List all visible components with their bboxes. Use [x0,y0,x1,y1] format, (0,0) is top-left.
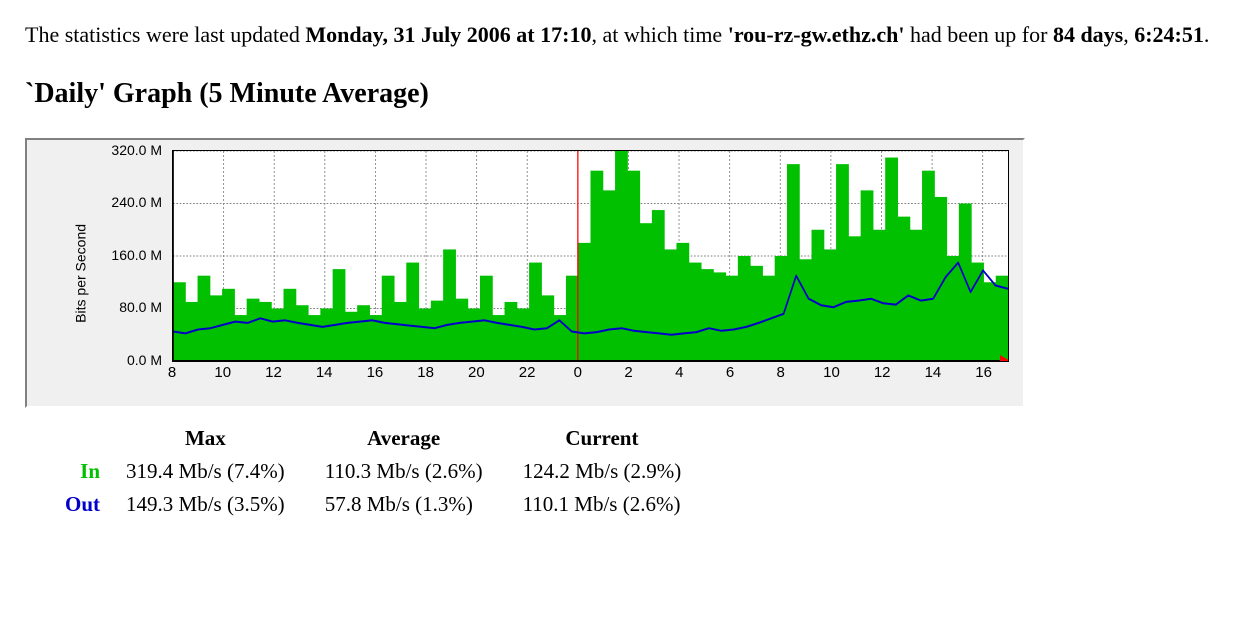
intro-uptime-hms: 6:24:51 [1134,22,1204,47]
x-tick-label: 20 [468,364,485,381]
chart-inner: Bits per Second 0.0 M80.0 M160.0 M240.0 … [37,150,1013,400]
x-tick-label: 22 [519,364,536,381]
y-tick-label: 240.0 M [111,194,162,210]
y-tick-label: 320.0 M [111,142,162,158]
plot-svg [173,151,1008,361]
intro-date: Monday, 31 July 2006 at 17:10 [305,22,591,47]
intro-uptime-days: 84 days [1053,22,1123,47]
x-tick-label: 6 [726,364,734,381]
x-tick-label: 10 [823,364,840,381]
intro-prefix: The statistics were last updated [25,22,305,47]
chart-frame: Bits per Second 0.0 M80.0 M160.0 M240.0 … [25,138,1025,408]
stats-cell: 57.8 Mb/s (1.3%) [305,488,503,521]
intro-mid2: had been up for [904,22,1052,47]
stats-header: Average [305,422,503,455]
stats-cell: 110.3 Mb/s (2.6%) [305,455,503,488]
stats-cell: 110.1 Mb/s (2.6%) [503,488,702,521]
x-tick-label: 14 [925,364,942,381]
x-tick-label: 12 [265,364,282,381]
x-tick-label: 14 [316,364,333,381]
graph-title: `Daily' Graph (5 Minute Average) [25,78,1235,110]
intro-mid1: , at which time [591,22,727,47]
x-tick-label: 18 [417,364,434,381]
x-tick-label: 12 [874,364,891,381]
stats-row-label: Out [45,488,106,521]
stats-cell: 319.4 Mb/s (7.4%) [106,455,305,488]
stats-header: Max [106,422,305,455]
stats-header-blank [45,422,106,455]
intro-suffix: . [1204,22,1210,47]
x-tick-label: 10 [214,364,231,381]
stats-cell: 124.2 Mb/s (2.9%) [503,455,702,488]
stats-row-label: In [45,455,106,488]
x-tick-label: 8 [777,364,785,381]
y-tick-label: 0.0 M [127,352,162,368]
x-tick-label: 2 [624,364,632,381]
plot-area [172,150,1009,362]
x-tick-label: 8 [168,364,176,381]
intro-host: 'rou-rz-gw.ethz.ch' [728,22,905,47]
x-ticks: 8101214161820220246810121416 [172,364,1009,388]
stats-intro: The statistics were last updated Monday,… [25,20,1235,50]
y-tick-label: 160.0 M [111,247,162,263]
y-tick-label: 80.0 M [119,299,162,315]
x-tick-label: 0 [574,364,582,381]
x-tick-label: 4 [675,364,683,381]
x-tick-label: 16 [975,364,992,381]
stats-cell: 149.3 Mb/s (3.5%) [106,488,305,521]
y-ticks: 0.0 M80.0 M160.0 M240.0 M320.0 M [67,150,162,360]
intro-sep: , [1123,22,1134,47]
x-tick-label: 16 [367,364,384,381]
stats-header: Current [503,422,702,455]
stats-table: MaxAverageCurrent In319.4 Mb/s (7.4%)110… [45,422,1235,521]
time-arrow-icon [1000,355,1009,362]
